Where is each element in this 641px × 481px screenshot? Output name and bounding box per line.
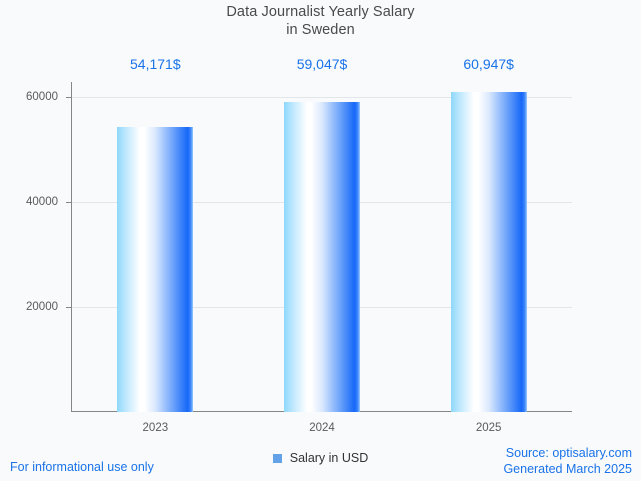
y-axis-tick [66,306,72,308]
y-axis-tick-label: 60000 [26,90,58,103]
legend-item-label: Salary in USD [289,451,369,465]
plot-area [66,82,572,412]
bar-value-label-2025: 60,947$ [463,56,514,72]
gridline [66,96,572,98]
source-note: Source: optisalary.com Generated March 2… [503,445,632,477]
bar-2025[interactable] [450,91,527,412]
y-axis-tick [66,96,72,98]
y-axis-line [71,82,72,412]
x-axis-tick-label-2025: 2025 [475,422,502,434]
bar-value-label-2023: 54,171$ [130,56,181,72]
bar-2024[interactable] [284,101,360,412]
x-axis-tick-label-2023: 2023 [142,422,169,434]
x-axis-tick-label-2024: 2024 [309,422,335,434]
y-axis-tick-label: 20000 [26,300,58,313]
disclaimer-note: For informational use only [10,460,154,474]
bar-2023[interactable] [117,127,194,412]
y-axis-tick-label: 40000 [26,195,58,208]
chart-title-line1: Data Journalist Yearly Salary [226,4,415,20]
source-label: Source: optisalary.com [505,446,632,460]
chart-subtitle: in Sweden [286,22,355,38]
chart-title: Data Journalist Yearly Salary in Sweden [0,3,641,39]
legend-swatch-icon [272,453,282,463]
chart-legend: Salary in USD [0,451,641,465]
generated-label: Generated March 2025 [503,462,632,476]
bar-value-label-2024: 59,047$ [296,56,348,72]
y-axis-tick [66,201,72,203]
